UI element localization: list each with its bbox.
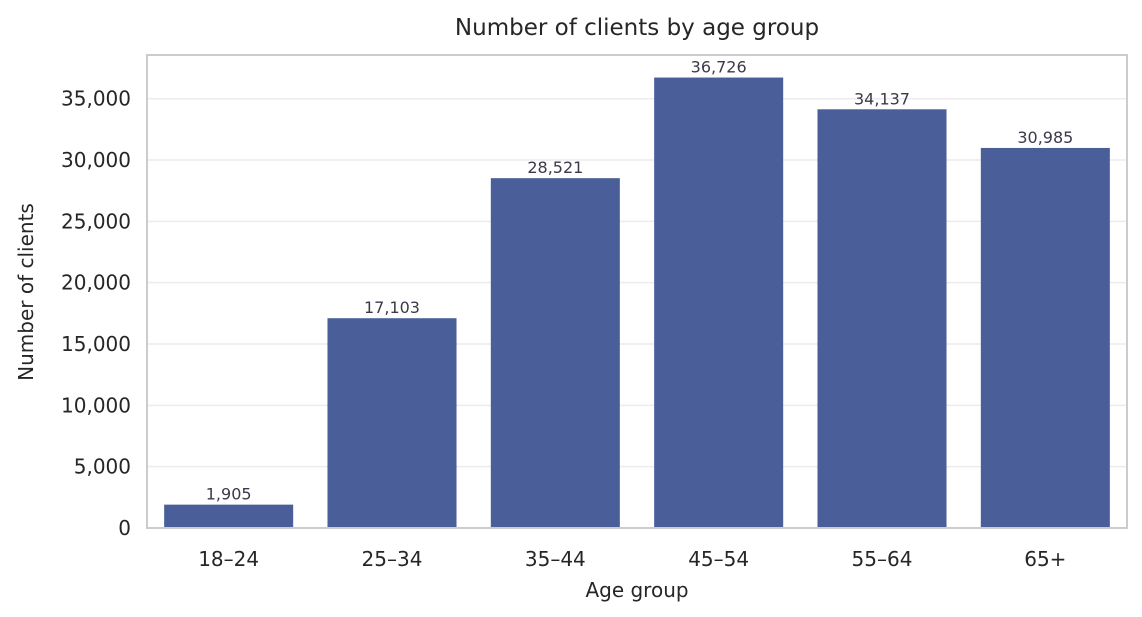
y-axis-ticks: 0 5,000 10,000 15,000 20,000 25,000 30,000 35,0… [61, 87, 131, 540]
data-labels: 1,905 17,103 28,521 36,726 34,137 30,985 [206, 58, 1074, 504]
y-tick-label: 5,000 [74, 455, 131, 479]
bar-value-label: 30,985 [1017, 128, 1073, 147]
y-tick-label: 0 [118, 516, 131, 540]
x-tick-label: 65+ [1024, 547, 1066, 571]
x-axis-label: Age group [585, 578, 688, 602]
y-tick-label: 35,000 [61, 87, 131, 111]
x-tick-label: 35–44 [525, 547, 586, 571]
bar-value-label: 28,521 [527, 158, 583, 177]
bar [980, 147, 1110, 529]
bar [654, 77, 784, 529]
bar [490, 178, 620, 529]
bar-value-label: 1,905 [206, 485, 252, 504]
x-tick-label: 18–24 [198, 547, 259, 571]
bar-value-label: 36,726 [691, 58, 747, 77]
x-tick-label: 55–64 [852, 547, 913, 571]
plot-frame [146, 54, 1128, 529]
bar [327, 318, 457, 528]
bar-value-label: 17,103 [364, 298, 420, 317]
gridlines [147, 97, 1127, 468]
y-tick-label: 20,000 [61, 271, 131, 295]
bar [817, 109, 947, 529]
bar-value-label: 34,137 [854, 89, 910, 108]
x-axis-ticks: 18–24 25–34 35–44 45–54 55–64 65+ [198, 547, 1066, 571]
y-axis-label: Number of clients [14, 203, 38, 381]
x-tick-label: 25–34 [362, 547, 423, 571]
bar [164, 504, 294, 528]
x-tick-label: 45–54 [688, 547, 749, 571]
y-tick-label: 10,000 [61, 393, 131, 417]
y-tick-label: 30,000 [61, 148, 131, 172]
y-tick-label: 15,000 [61, 332, 131, 356]
chart-title: Number of clients by age group [455, 15, 819, 41]
y-tick-label: 25,000 [61, 209, 131, 233]
bars [164, 77, 1110, 529]
